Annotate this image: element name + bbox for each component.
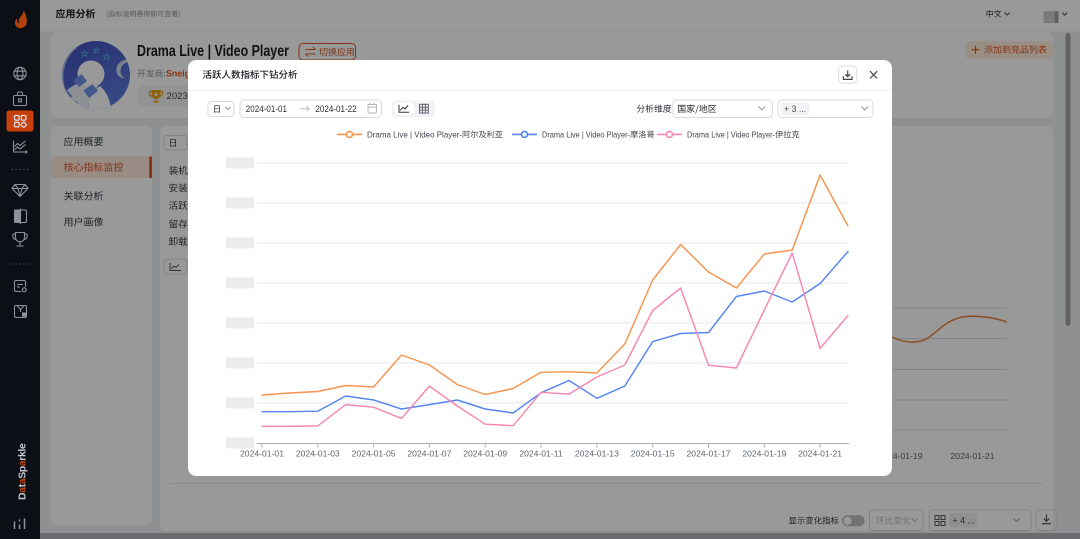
svg-text:2024-01-01: 2024-01-01: [246, 103, 287, 114]
svg-text:2024-01-07: 2024-01-07: [407, 449, 451, 459]
svg-text:2024-01-05: 2024-01-05: [352, 449, 396, 459]
svg-text:+ 3 ...: + 3 ...: [784, 104, 806, 114]
svg-text:2024-01-22: 2024-01-22: [315, 103, 356, 114]
svg-text:2024-01-21: 2024-01-21: [951, 451, 995, 461]
svg-text:Drama Live | Video Player-: Drama Live | Video Player-: [367, 129, 462, 139]
svg-text:2024-01-19: 2024-01-19: [742, 449, 786, 459]
svg-text:2024-01-11: 2024-01-11: [519, 449, 563, 459]
svg-text:2024-01-09: 2024-01-09: [463, 449, 507, 459]
svg-text:2024-01-17: 2024-01-17: [687, 449, 731, 459]
svg-text:Drama Live | Video Player-: Drama Live | Video Player-: [687, 129, 775, 139]
svg-text:Drama Live | Video Player: Drama Live | Video Player: [137, 43, 289, 60]
svg-text:2024-01-19: 2024-01-19: [879, 451, 923, 461]
svg-text:DataSparkle: DataSparkle: [17, 443, 29, 500]
svg-text:Sneig: Sneig: [166, 69, 190, 79]
svg-text:Drama Live | Video Player-: Drama Live | Video Player-: [542, 129, 630, 139]
svg-text:2023-: 2023-: [167, 91, 192, 102]
svg-text:2024-01-21: 2024-01-21: [798, 449, 842, 459]
svg-text:2024-01-15: 2024-01-15: [631, 449, 675, 459]
svg-text:+ 4 ...: + 4 ...: [953, 516, 975, 526]
svg-text:2024-01-03: 2024-01-03: [296, 449, 340, 459]
svg-text:2024-01-13: 2024-01-13: [575, 449, 619, 459]
svg-text:2024-01-01: 2024-01-01: [240, 449, 284, 459]
